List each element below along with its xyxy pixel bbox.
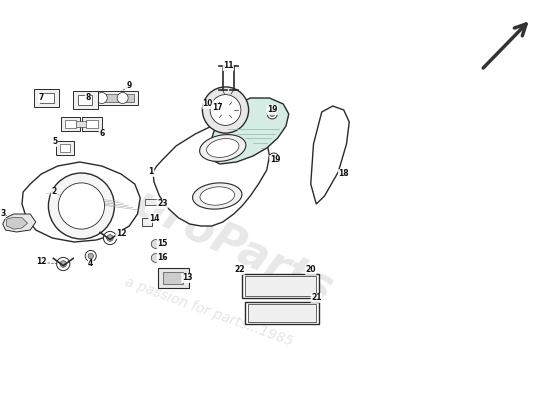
Text: 14: 14	[148, 214, 159, 222]
Bar	[242, 274, 319, 298]
Bar	[56, 141, 74, 155]
Bar	[92, 94, 134, 102]
Bar	[145, 199, 160, 205]
Text: 17: 17	[212, 104, 223, 112]
Circle shape	[103, 231, 117, 244]
Bar	[158, 268, 189, 288]
Text: 8: 8	[85, 94, 91, 102]
Ellipse shape	[192, 183, 242, 209]
Text: 4: 4	[88, 260, 94, 268]
Circle shape	[88, 253, 94, 259]
Circle shape	[151, 240, 160, 248]
Text: 9: 9	[126, 82, 132, 90]
Circle shape	[267, 109, 277, 119]
Text: euroParts: euroParts	[101, 169, 339, 311]
Circle shape	[270, 112, 275, 116]
Text: a passion for parts...1985: a passion for parts...1985	[123, 275, 295, 349]
Circle shape	[60, 261, 67, 267]
Circle shape	[151, 254, 160, 262]
Circle shape	[210, 95, 241, 125]
Text: 21: 21	[311, 294, 322, 302]
Bar	[82, 117, 102, 131]
Circle shape	[48, 173, 114, 239]
Text: 7: 7	[39, 94, 44, 102]
Circle shape	[85, 250, 96, 262]
Circle shape	[107, 235, 113, 241]
Text: 3: 3	[0, 210, 6, 218]
Bar	[34, 89, 59, 107]
Text: 1: 1	[148, 168, 154, 176]
Circle shape	[117, 92, 128, 104]
Polygon shape	[3, 214, 36, 232]
Text: 20: 20	[305, 266, 316, 274]
Circle shape	[271, 156, 276, 160]
Text: 19: 19	[270, 156, 280, 164]
Text: 15: 15	[157, 240, 167, 248]
Bar	[78, 95, 92, 105]
Text: 12: 12	[116, 230, 127, 238]
Text: 10: 10	[202, 100, 213, 108]
Bar	[73, 91, 98, 109]
Bar	[88, 91, 138, 105]
Bar	[142, 218, 152, 226]
Text: 18: 18	[338, 170, 349, 178]
Polygon shape	[7, 217, 28, 229]
Polygon shape	[22, 162, 140, 242]
Circle shape	[58, 183, 104, 229]
Bar	[60, 144, 70, 152]
Bar	[163, 272, 183, 284]
Bar	[40, 93, 54, 103]
Ellipse shape	[200, 134, 246, 162]
Text: 2: 2	[51, 188, 57, 196]
Text: 11: 11	[223, 62, 234, 70]
Circle shape	[96, 92, 107, 104]
Circle shape	[202, 87, 249, 133]
Text: 12: 12	[36, 258, 47, 266]
Polygon shape	[153, 124, 270, 226]
Circle shape	[269, 153, 279, 163]
Bar	[60, 117, 80, 131]
Text: 23: 23	[157, 200, 168, 208]
Text: 22: 22	[234, 266, 245, 274]
Bar	[245, 276, 316, 296]
Circle shape	[57, 258, 70, 270]
Text: 16: 16	[157, 254, 168, 262]
Bar	[248, 304, 316, 322]
Bar	[64, 120, 76, 128]
Text: 5: 5	[52, 138, 58, 146]
Text: 19: 19	[267, 106, 278, 114]
Ellipse shape	[207, 138, 239, 158]
Bar	[74, 122, 89, 126]
Text: 6: 6	[99, 130, 104, 138]
Polygon shape	[209, 98, 289, 164]
Text: 13: 13	[182, 274, 192, 282]
Bar	[86, 120, 98, 128]
Bar	[245, 302, 319, 324]
Ellipse shape	[200, 187, 234, 205]
Polygon shape	[311, 106, 349, 204]
